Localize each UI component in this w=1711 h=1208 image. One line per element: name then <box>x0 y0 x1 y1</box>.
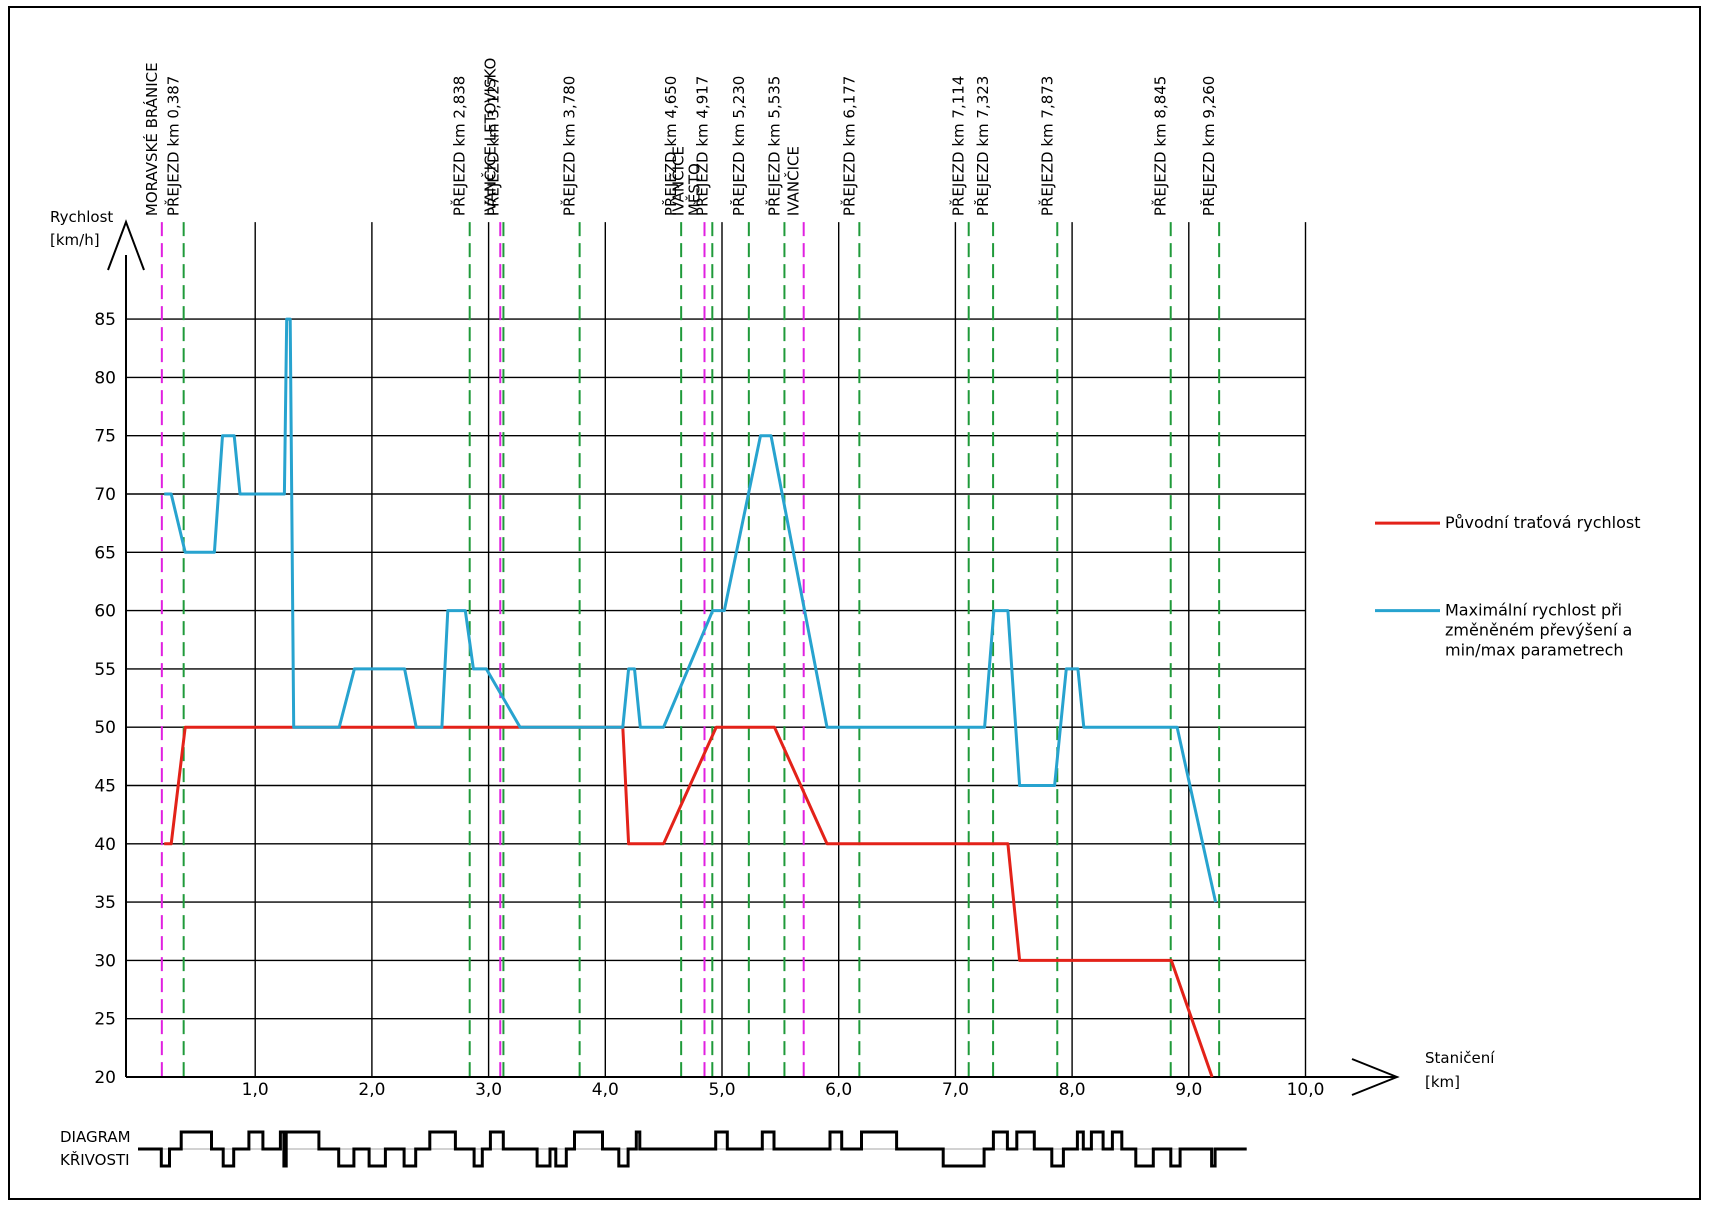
legend-label-1-0: Maximální rychlost při <box>1445 601 1622 620</box>
grid <box>126 222 1307 1077</box>
x-tick-label-9,0: 9,0 <box>1175 1080 1202 1100</box>
y-tick-label-80: 80 <box>94 368 116 388</box>
marker-label-14-0: PŘEJEZD km 7,323 <box>973 76 992 216</box>
marker-label-17-0: PŘEJEZD km 9,260 <box>1199 76 1218 216</box>
x-tick-label-4,0: 4,0 <box>592 1080 619 1100</box>
y-tick-label-75: 75 <box>94 427 116 447</box>
x-tick-label-2,0: 2,0 <box>358 1080 385 1100</box>
legend: Původní traťová rychlost Maximální rychlo… <box>1375 513 1641 660</box>
curvature-line <box>138 1130 1247 1168</box>
axes: Rychlost [km/h] Staničení [km] <box>50 208 1495 1096</box>
marker-label-10-0: PŘEJEZD km 5,535 <box>764 76 783 216</box>
y-tick-label-45: 45 <box>94 777 116 797</box>
series-line-1 <box>164 317 1218 903</box>
x-tick-label-10,0: 10,0 <box>1287 1080 1325 1100</box>
x-tick-label-1,0: 1,0 <box>242 1080 269 1100</box>
y-tick-label-25: 25 <box>94 1010 116 1030</box>
y-tick-label-70: 70 <box>94 485 116 505</box>
y-axis-label-line1: Rychlost <box>50 208 113 226</box>
marker-label-7-0: IVANČICE <box>668 146 687 216</box>
legend-label-1-1: změněném převýšení a <box>1445 621 1632 640</box>
marker-label-9-0: PŘEJEZD km 5,230 <box>729 76 748 216</box>
marker-label-1-0: PŘEJEZD km 0,387 <box>164 76 183 216</box>
x-axis-arrow <box>1351 1058 1400 1096</box>
marker-label-8-0: PŘEJEZD km 4,917 <box>692 76 711 216</box>
marker-label-15-0: PŘEJEZD km 7,873 <box>1037 76 1056 216</box>
marker-label-2-0: PŘEJEZD km 2,838 <box>450 76 469 216</box>
x-tick-label-8,0: 8,0 <box>1059 1080 1086 1100</box>
x-axis-label-line2: [km] <box>1425 1073 1460 1091</box>
legend-label-0-0: Původní traťová rychlost <box>1445 513 1641 532</box>
y-axis-label-line2: [km/h] <box>50 231 100 249</box>
marker-label-16-0: PŘEJEZD km 8,845 <box>1151 76 1170 216</box>
y-tick-label-50: 50 <box>94 718 116 738</box>
marker-label-6-0: PŘEJEZD km 4,650 <box>661 76 680 216</box>
y-tick-label-85: 85 <box>94 310 116 330</box>
series-line-0 <box>164 725 1214 1078</box>
marker-label-7-1: MĚSTO <box>684 163 703 216</box>
kilometer-markers: MORAVSKÉ BRÁNICE PŘEJEZD km 0,387 PŘEJEZD … <box>142 58 1221 1080</box>
y-tick-label-65: 65 <box>94 543 116 563</box>
marker-label-11-0: IVANČICE <box>784 146 803 216</box>
y-axis-arrow <box>107 219 145 271</box>
y-tick-label-60: 60 <box>94 602 116 622</box>
curvature-diagram: DIAGRAM KŘIVOSTI <box>60 1128 1247 1169</box>
x-tick-label-3,0: 3,0 <box>475 1080 502 1100</box>
y-tick-label-40: 40 <box>94 835 116 855</box>
marker-label-5-0: PŘEJEZD km 3,780 <box>560 76 579 216</box>
curvature-label-1: KŘIVOSTI <box>60 1150 130 1169</box>
x-tick-label-6,0: 6,0 <box>825 1080 852 1100</box>
series <box>164 317 1218 1078</box>
y-tick-label-55: 55 <box>94 660 116 680</box>
y-tick-label-35: 35 <box>94 893 116 913</box>
y-tick-label-20: 20 <box>94 1068 116 1088</box>
marker-label-13-0: PŘEJEZD km 7,114 <box>949 76 968 216</box>
marker-label-0-0: MORAVSKÉ BRÁNICE <box>142 62 161 216</box>
marker-label-12-0: PŘEJEZD km 6,177 <box>839 76 858 216</box>
drawing-frame <box>8 6 1701 1200</box>
x-axis-label-line1: Staničení <box>1425 1049 1495 1067</box>
legend-label-1-2: min/max parametrech <box>1445 641 1624 660</box>
x-tick-label-5,0: 5,0 <box>708 1080 735 1100</box>
y-tick-label-30: 30 <box>94 951 116 971</box>
tick-labels: 20 25 30 35 40 45 50 55 60 65 70 75 80 85 1,0 2,0 3,0 4,0… <box>94 310 1324 1100</box>
x-tick-label-7,0: 7,0 <box>942 1080 969 1100</box>
marker-label-3-0: IVANČICE LETOVISKO <box>480 58 499 216</box>
curvature-label-0: DIAGRAM <box>60 1128 131 1146</box>
marker-label-4-0: PŘEJEZD km 3,127 <box>483 76 502 216</box>
